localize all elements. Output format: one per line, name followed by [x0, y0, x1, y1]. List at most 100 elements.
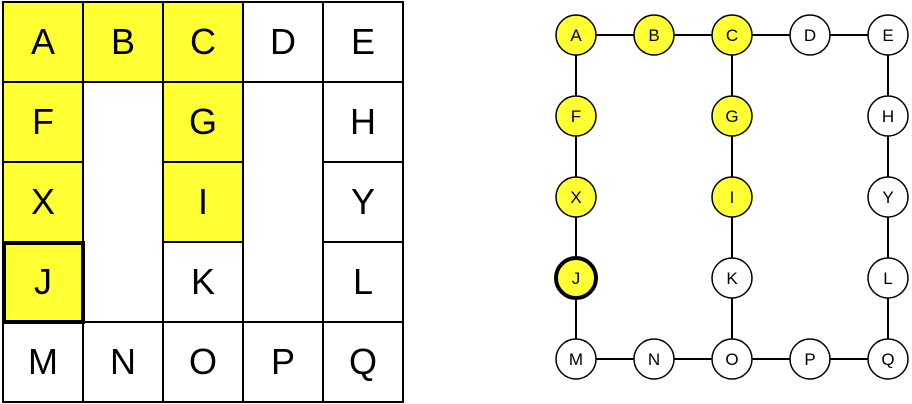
grid-line: [162, 241, 164, 323]
grid-line: [2, 1, 84, 3]
graph-node-h: H: [867, 95, 909, 137]
grid-line: [2, 161, 4, 243]
grid-cell-k: K: [190, 261, 215, 302]
grid-line: [2, 81, 4, 163]
graph-node-d: D: [789, 14, 831, 56]
node-label: E: [882, 26, 893, 45]
node-label: F: [571, 107, 581, 126]
grid-line: [402, 321, 404, 403]
grid-line: [322, 81, 324, 163]
node-circle: [711, 176, 753, 218]
grid-cell-q: Q: [348, 341, 377, 382]
grid-line: [162, 401, 244, 403]
node-circle: [555, 95, 597, 137]
node-label: L: [883, 269, 892, 288]
graph-node-n: N: [633, 338, 675, 380]
grid-cell-c: C: [163, 2, 243, 82]
node-circle: [633, 14, 675, 56]
node-circle: [711, 257, 753, 299]
node-label: H: [882, 107, 894, 126]
grid-line: [402, 241, 404, 323]
node-circle: [555, 176, 597, 218]
grid-line: [82, 161, 84, 243]
grid-line: [2, 161, 84, 163]
node-circle: [711, 338, 753, 380]
graph-node-y: Y: [867, 176, 909, 218]
grid-line: [82, 81, 84, 163]
graph-nodes: A B C D E F G H X I Y J K L M N O P Q: [554, 14, 909, 380]
node-label: G: [725, 107, 738, 126]
grid-cell-m: M: [28, 341, 58, 382]
node-circle: [555, 338, 597, 380]
graph-node-j: J: [554, 256, 598, 300]
grid-line: [322, 321, 324, 403]
grid-line: [322, 161, 404, 163]
node-label: K: [726, 269, 738, 288]
node-circle: [711, 14, 753, 56]
node-label: J: [572, 269, 581, 288]
grid-cell-o: O: [188, 341, 217, 382]
node-label: O: [725, 350, 738, 369]
grid-line: [242, 81, 244, 163]
graph-node-f: F: [555, 95, 597, 137]
node-circle: [867, 257, 909, 299]
grid-line: [242, 401, 324, 403]
grid-line: [2, 401, 84, 403]
grid-line: [322, 241, 404, 243]
node-label: B: [648, 26, 659, 45]
grid-line: [242, 321, 244, 403]
grid-cell-l: L: [352, 261, 374, 302]
grid-line: [162, 321, 164, 403]
node-circle: [867, 176, 909, 218]
grid-line: [82, 321, 164, 323]
grid-cell-i: I: [163, 162, 243, 242]
grid-line: [82, 401, 164, 403]
node-label: N: [648, 350, 660, 369]
grid-line: [402, 81, 404, 163]
grid-cell-p: P: [270, 341, 295, 382]
graph-node-m: M: [555, 338, 597, 380]
graph-node-a: A: [555, 14, 597, 56]
grid-line: [162, 241, 244, 243]
node-circle: [633, 338, 675, 380]
grid-cell-b: B: [83, 2, 163, 82]
node-circle: [867, 338, 909, 380]
node-label: I: [730, 188, 735, 207]
graph-node-q: Q: [867, 338, 909, 380]
graph-node-g: G: [711, 95, 753, 137]
grid-cell-g: G: [163, 82, 243, 162]
node-label: X: [570, 188, 581, 207]
graph-node-c: C: [711, 14, 753, 56]
grid-line: [242, 1, 324, 3]
grid-line: [242, 321, 324, 323]
grid-line: [2, 1, 4, 83]
grid-cell-f: F: [3, 82, 83, 162]
node-label: Q: [881, 350, 894, 369]
grid-cell-d: D: [270, 21, 296, 62]
grid-cell-h: H: [350, 101, 376, 142]
node-circle: [554, 256, 598, 300]
grid-line: [162, 1, 244, 3]
grid-line: [2, 81, 84, 83]
grid-cell-a: A: [3, 2, 83, 82]
grid-line: [82, 1, 164, 3]
node-label: D: [804, 26, 816, 45]
grid-line: [322, 1, 324, 83]
graph-node-l: L: [867, 257, 909, 299]
node-circle: [555, 14, 597, 56]
grid-line: [402, 1, 404, 83]
grid-line: [2, 321, 4, 403]
grid-line: [242, 81, 324, 83]
grid-line: [82, 321, 84, 403]
grid-line: [322, 401, 404, 403]
grid-line: [162, 1, 164, 83]
graph-node-b: B: [633, 14, 675, 56]
node-circle: [867, 14, 909, 56]
node-circle: [711, 95, 753, 137]
node-circle: [867, 95, 909, 137]
grid-line: [322, 81, 404, 83]
grid-line: [402, 161, 404, 243]
node-label: C: [726, 26, 738, 45]
